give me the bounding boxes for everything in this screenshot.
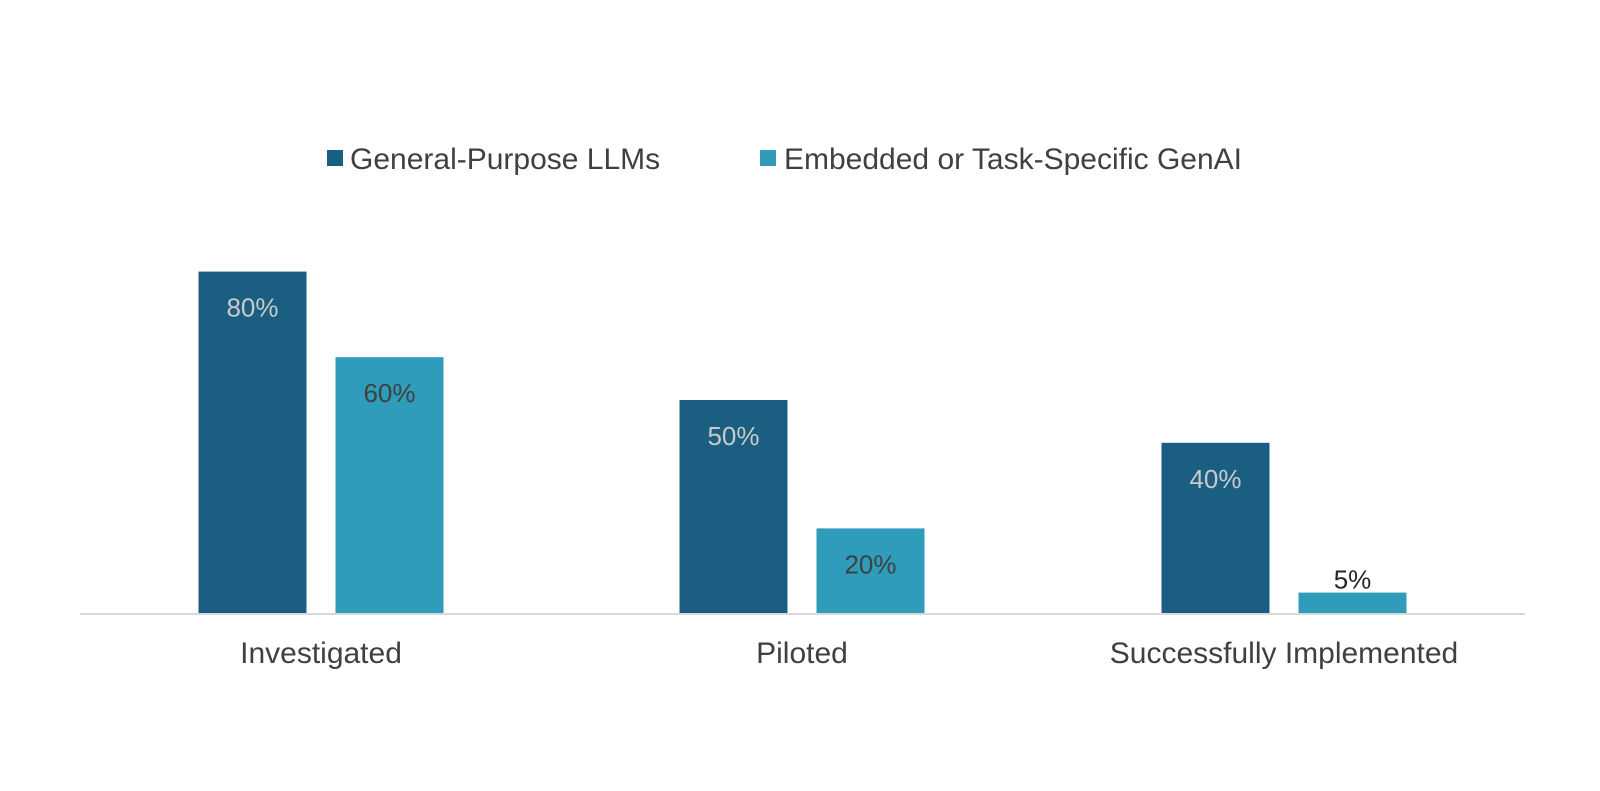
category-label-investigated: Investigated xyxy=(240,637,402,670)
data-label-piloted-embedded-or-task-specific-genai: 20% xyxy=(844,549,896,579)
data-label-successfully-implemented-embedded-or-task-specific-genai: 5% xyxy=(1334,565,1372,595)
data-label-investigated-embedded-or-task-specific-genai: 60% xyxy=(363,378,415,408)
bar-successfully-implemented-embedded-or-task-specific-genai xyxy=(1298,592,1407,614)
bar-piloted-embedded-or-task-specific-genai xyxy=(816,528,925,614)
bar-investigated-embedded-or-task-specific-genai xyxy=(335,357,444,614)
bars xyxy=(198,271,1407,614)
category-labels: Investigated Piloted Successfully Implemen… xyxy=(240,637,1458,670)
legend: General-Purpose LLMs Embedded or Task-Sp… xyxy=(327,143,1242,176)
category-label-successfully-implemented: Successfully Implemented xyxy=(1110,637,1459,670)
data-label-piloted-general-purpose-llms: 50% xyxy=(707,421,759,451)
bar-investigated-general-purpose-llms xyxy=(198,271,307,614)
legend-label-embedded-genai: Embedded or Task-Specific GenAI xyxy=(784,143,1242,176)
bar-piloted-general-purpose-llms xyxy=(679,400,788,614)
category-label-piloted: Piloted xyxy=(756,637,848,670)
bar-labels: 80% 60% 50% 20% 40% 5% xyxy=(226,293,1371,595)
data-label-investigated-general-purpose-llms: 80% xyxy=(226,293,278,323)
legend-swatch-embedded-genai xyxy=(760,150,776,166)
legend-swatch-general-purpose-llms xyxy=(327,150,343,166)
legend-label-general-purpose-llms: General-Purpose LLMs xyxy=(350,143,660,176)
data-label-successfully-implemented-general-purpose-llms: 40% xyxy=(1189,464,1241,494)
bar-successfully-implemented-general-purpose-llms xyxy=(1161,442,1270,614)
